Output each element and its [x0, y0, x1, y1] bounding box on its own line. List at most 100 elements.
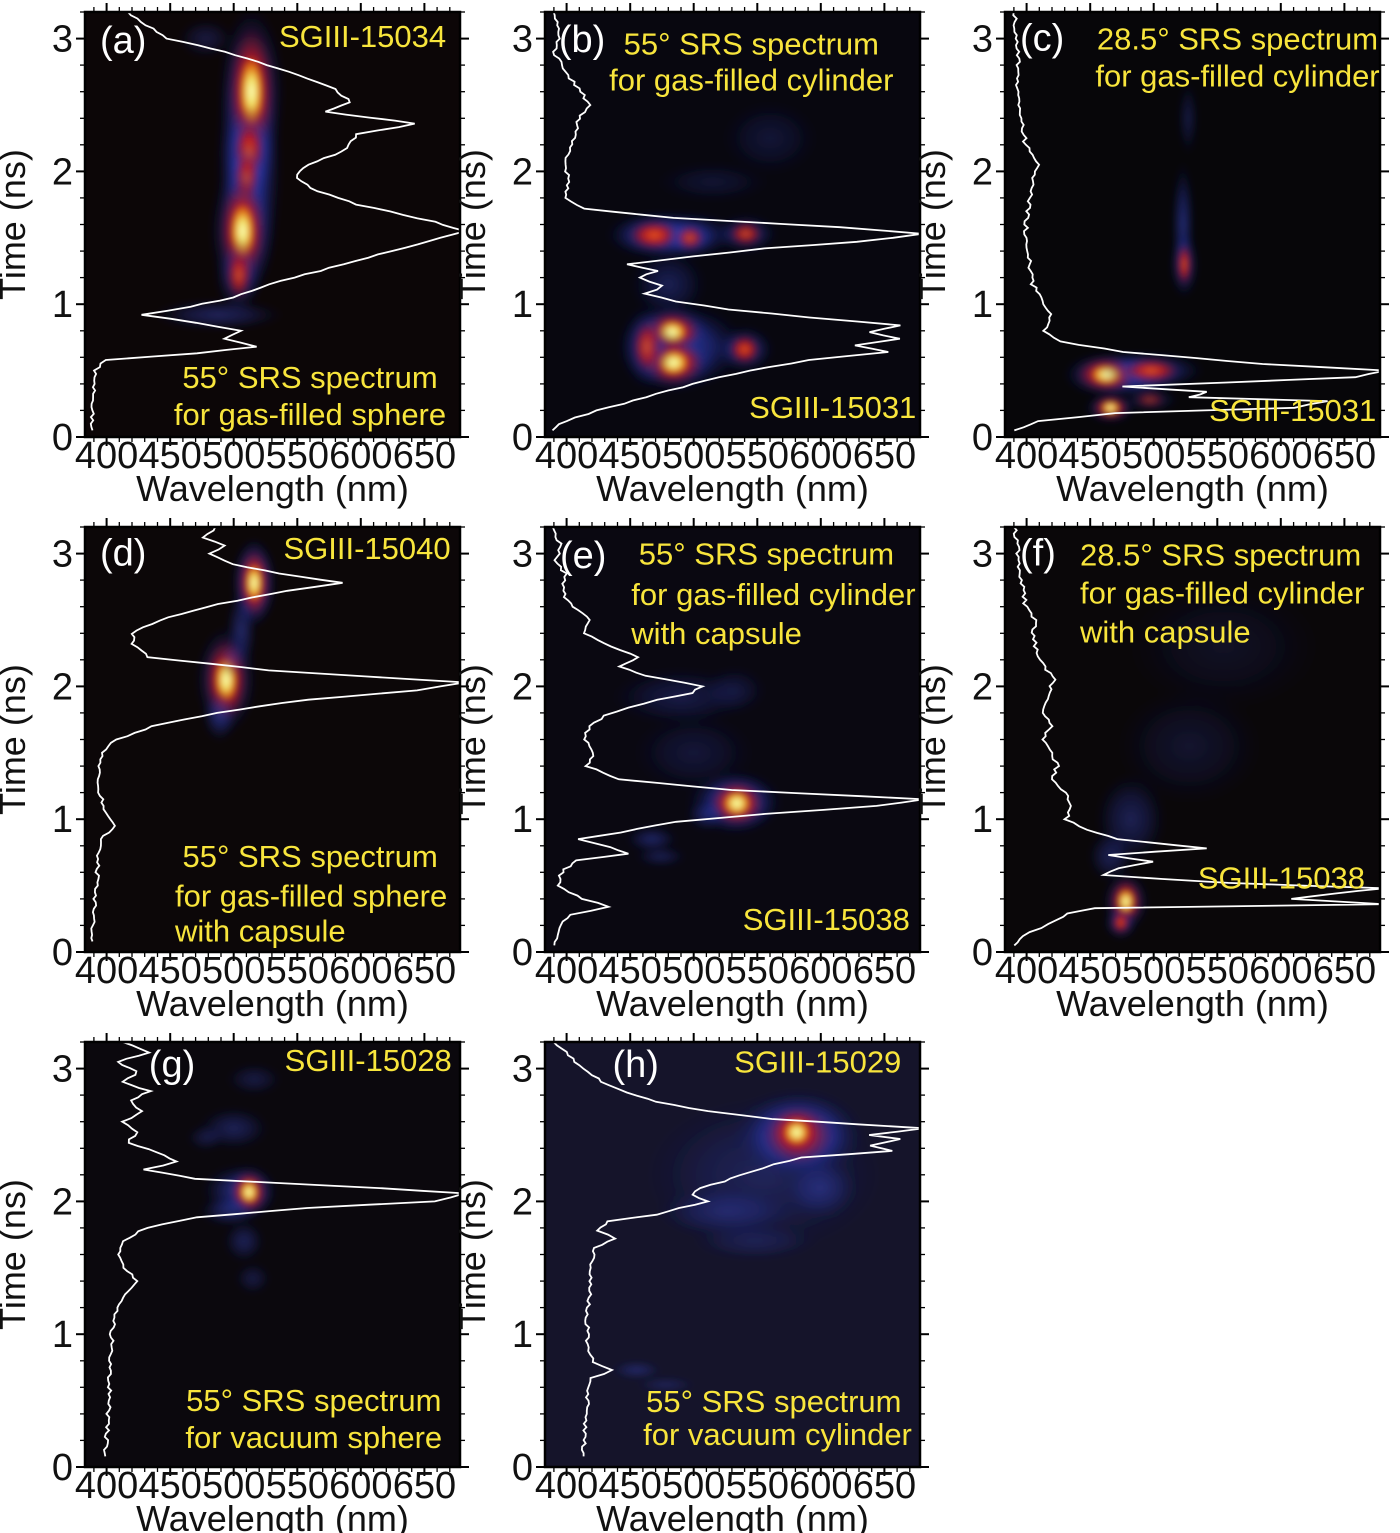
panel-e-y-tick-3: 3: [512, 534, 533, 576]
panel-g-letter: (g): [149, 1044, 195, 1086]
panel-g-x-tick-450: 450: [138, 1465, 201, 1507]
panel-h-x-tick-550: 550: [726, 1465, 789, 1507]
panel-f-x-tick-500: 500: [1122, 950, 1185, 992]
panel-f-caption-line-1: 28.5° SRS spectrum: [1080, 537, 1361, 572]
panel-g-x-tick-550: 550: [266, 1465, 329, 1507]
panel-a-caption-line-1: 55° SRS spectrum: [182, 360, 437, 395]
panel-h-axes: [536, 1033, 929, 1476]
panel-d-x-tick-550: 550: [266, 950, 329, 992]
panel-a-x-tick-400: 400: [75, 435, 138, 477]
panel-c-y-tick-2: 2: [972, 151, 993, 193]
panel-g-x-tick-500: 500: [202, 1465, 265, 1507]
panel-f-x-tick-400: 400: [995, 950, 1058, 992]
panel-h-y-tick-1: 1: [512, 1314, 533, 1356]
panel-f-y-tick-1: 1: [972, 799, 993, 841]
panel-h-letter: (h): [613, 1044, 659, 1086]
panel-h-x-tick-500: 500: [662, 1465, 725, 1507]
panel-a-axes: [76, 3, 469, 446]
panel-e-caption-line-3: with capsule: [630, 616, 802, 651]
panel-g-caption-line-1: 55° SRS spectrum: [186, 1383, 441, 1418]
panel-f-shot-label: SGIII-15038: [1198, 860, 1365, 895]
panel-d-x-tick-500: 500: [202, 950, 265, 992]
panel-d-axes: [76, 518, 469, 961]
panel-d-caption-line-3: with capsule: [174, 913, 346, 948]
panel-f-y-axis-title: Time (ns): [912, 664, 953, 815]
panel-a-x-tick-650: 650: [393, 435, 456, 477]
panel-f-caption-line-2: for gas-filled cylinder: [1080, 576, 1364, 611]
panel-h-caption-line-2: for vacuum cylinder: [643, 1417, 912, 1452]
panel-f: 400 450 500 550 600 650 3 2 1 0 Wavelength (nm) Tim…: [912, 518, 1389, 1024]
panel-c-x-tick-450: 450: [1058, 435, 1121, 477]
panel-e-y-tick-1: 1: [512, 799, 533, 841]
panel-e-y-tick-2: 2: [512, 666, 533, 708]
panel-d-x-tick-600: 600: [329, 950, 392, 992]
panel-a-spectrogram-blobs: [152, 12, 285, 331]
panel-b-temporal-profile: [551, 12, 920, 432]
panel-c-x-tick-500: 500: [1122, 435, 1185, 477]
panel-c-y-tick-0: 0: [972, 417, 993, 459]
panel-a-temporal-profile: [89, 12, 460, 431]
panel-a-y-tick-2: 2: [52, 151, 73, 193]
panel-h: 400 450 500 550 600 650 3 2 1 0 Wavelength (nm) Tim…: [452, 1033, 929, 1533]
panel-a-x-tick-450: 450: [138, 435, 201, 477]
panel-f-y-tick-3: 3: [972, 534, 993, 576]
panel-b-axes: [536, 3, 929, 446]
panel-c-y-tick-3: 3: [972, 19, 993, 61]
panel-b-letter: (b): [559, 19, 605, 61]
panel-e-y-axis-title: Time (ns): [452, 664, 493, 815]
panel-f-spectrogram-blobs: [1087, 580, 1323, 940]
panel-b-y-tick-2: 2: [512, 151, 533, 193]
panel-c-x-tick-600: 600: [1249, 435, 1312, 477]
panel-b-x-tick-600: 600: [789, 435, 852, 477]
panel-g-y-tick-2: 2: [52, 1181, 73, 1223]
panel-d-caption-line-2: for gas-filled sphere: [175, 879, 447, 914]
panel-h-y-tick-0: 0: [512, 1447, 533, 1489]
panel-d-x-tick-650: 650: [393, 950, 456, 992]
panel-h-x-axis-title: Wavelength (nm): [596, 1498, 869, 1533]
panel-g-y-tick-3: 3: [52, 1049, 73, 1091]
panel-b-y-tick-1: 1: [512, 284, 533, 326]
panel-d-y-tick-2: 2: [52, 666, 73, 708]
panel-e-x-tick-650: 650: [853, 950, 916, 992]
panel-f-x-axis-title: Wavelength (nm): [1056, 983, 1329, 1024]
panel-f-temporal-profile: [1012, 527, 1380, 947]
panel-h-x-tick-650: 650: [853, 1465, 916, 1507]
panel-f-x-tick-650: 650: [1313, 950, 1376, 992]
panel-f-caption-line-3: with capsule: [1079, 615, 1251, 650]
panel-c-y-axis-title: Time (ns): [912, 149, 953, 300]
panel-g-y-tick-1: 1: [52, 1314, 73, 1356]
panel-f-x-tick-600: 600: [1249, 950, 1312, 992]
panel-g: 400 450 500 550 600 650 3 2 1 0 Wavelength (nm) Tim…: [0, 1033, 469, 1533]
panel-b-shot-label: SGIII-15031: [749, 390, 916, 425]
panel-f-x-tick-550: 550: [1186, 950, 1249, 992]
panel-a-letter: (a): [100, 20, 146, 62]
panel-g-y-tick-0: 0: [52, 1447, 73, 1489]
panel-c-x-axis-title: Wavelength (nm): [1056, 468, 1329, 509]
panel-d-x-tick-400: 400: [75, 950, 138, 992]
panel-h-y-axis-title: Time (ns): [452, 1179, 493, 1330]
panel-d-y-axis-title: Time (ns): [0, 664, 33, 815]
panel-b-spectrogram-blobs: [606, 101, 819, 392]
panel-h-temporal-profile: [553, 1042, 920, 1457]
panel-e-temporal-profile: [551, 527, 920, 946]
panel-e-x-tick-550: 550: [726, 950, 789, 992]
panel-b: 400 450 500 550 600 650 3 2 1 0 Wavelength (nm) Tim…: [452, 3, 929, 509]
panel-a-y-axis-title: Time (ns): [0, 149, 33, 300]
panel-c-x-tick-650: 650: [1313, 435, 1376, 477]
panel-a-y-tick-3: 3: [52, 19, 73, 61]
panel-g-caption-line-2: for vacuum sphere: [185, 1420, 442, 1455]
panel-d-letter: (d): [100, 532, 146, 574]
panel-e-axes: [536, 518, 929, 961]
panel-e: 400 450 500 550 600 650 3 2 1 0 Wavelength (nm) Tim…: [452, 518, 929, 1024]
panel-c-letter: (c): [1020, 17, 1064, 59]
panel-f-y-tick-0: 0: [972, 932, 993, 974]
panel-e-x-tick-500: 500: [662, 950, 725, 992]
panel-g-x-axis-title: Wavelength (nm): [136, 1498, 409, 1533]
panel-g-x-tick-400: 400: [75, 1465, 138, 1507]
panel-e-x-tick-600: 600: [789, 950, 852, 992]
panel-d: 400 450 500 550 600 650 3 2 1 0 Wavelength (nm) Tim…: [0, 518, 469, 1024]
panel-c-x-tick-400: 400: [995, 435, 1058, 477]
panel-b-caption-line-1: 55° SRS spectrum: [624, 27, 879, 62]
panel-a-y-tick-0: 0: [52, 417, 73, 459]
panel-e-x-tick-450: 450: [598, 950, 661, 992]
